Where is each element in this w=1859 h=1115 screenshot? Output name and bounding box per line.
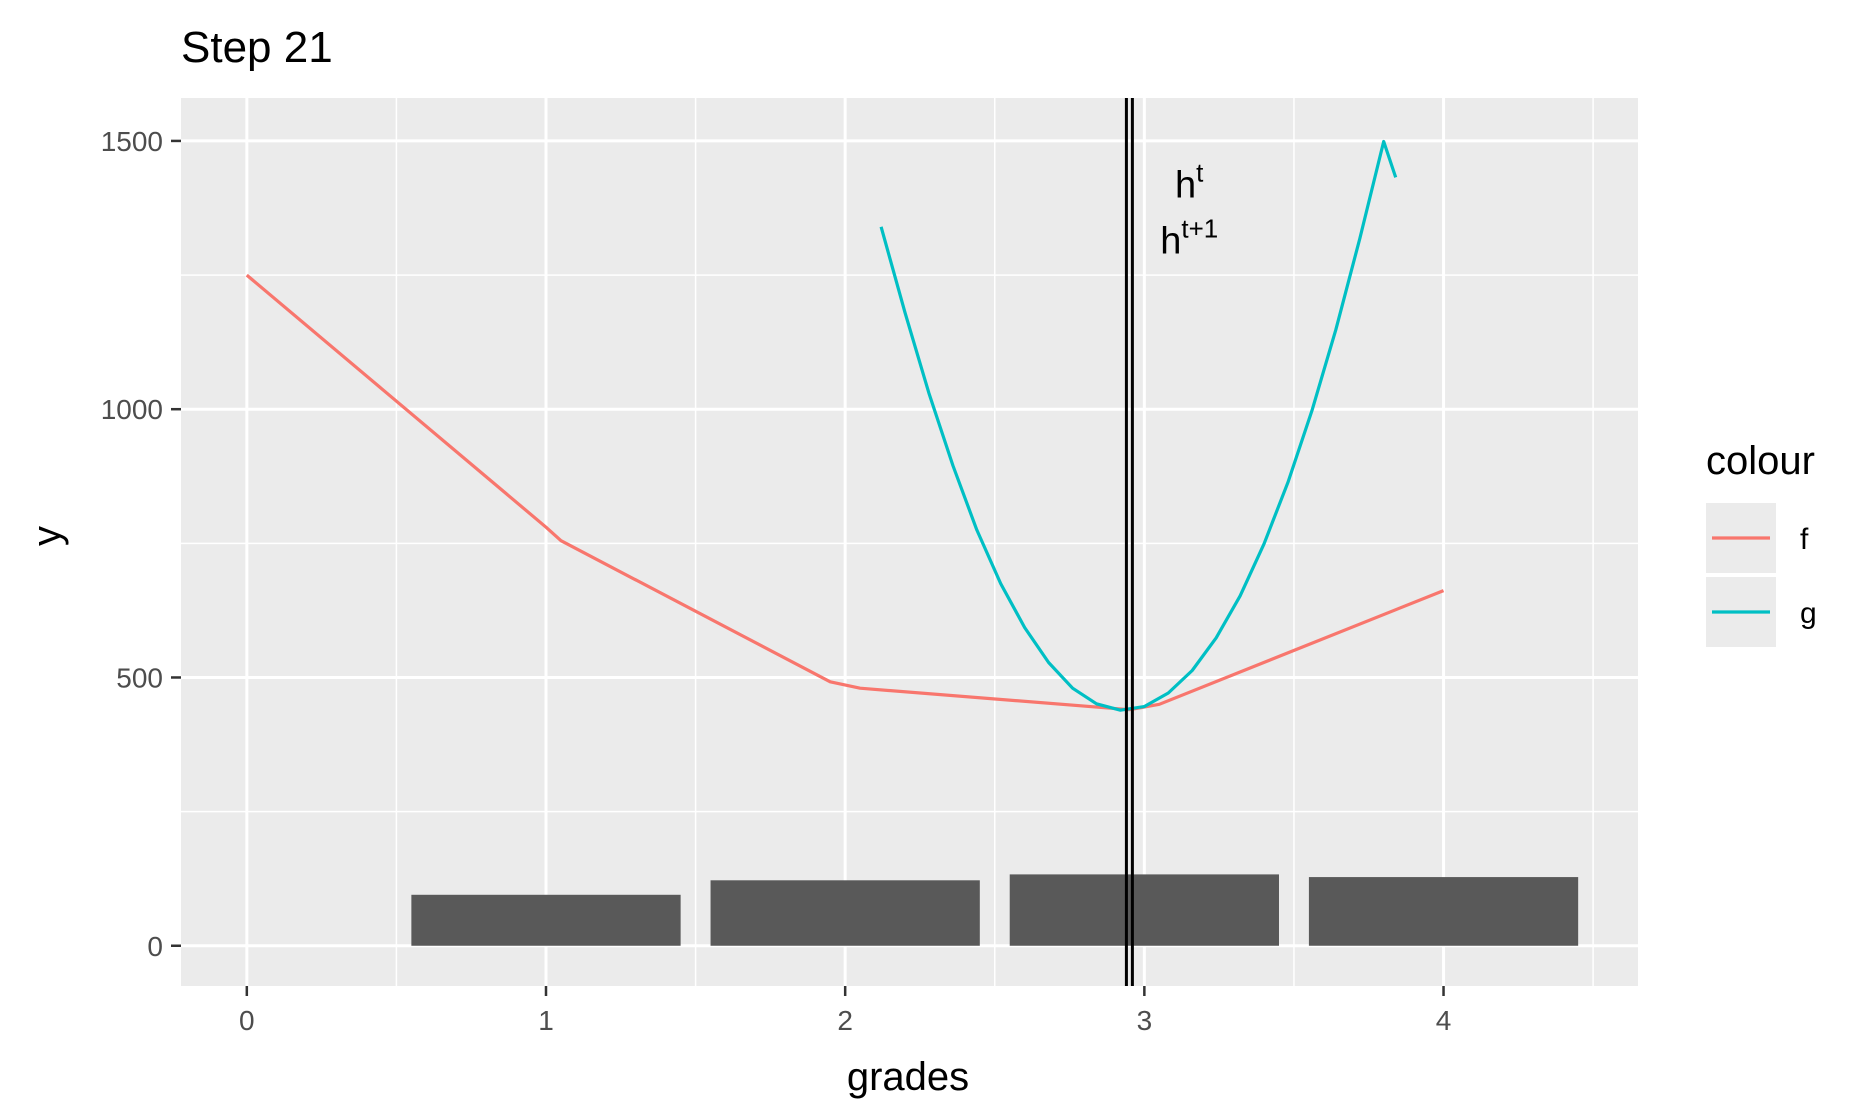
annotation-2: ht+1 xyxy=(1160,214,1218,263)
y-axis: 0 500 1000 1500 xyxy=(101,126,181,962)
legend: colour f g xyxy=(1706,439,1817,647)
series-line-g xyxy=(879,139,1398,712)
y-tick-label: 1500 xyxy=(101,126,163,157)
plot-panel xyxy=(181,98,1638,986)
y-axis-title: y xyxy=(25,526,69,546)
annotation-1: ht xyxy=(1175,157,1204,206)
line-layer xyxy=(245,139,1445,712)
bar-1 xyxy=(411,894,681,946)
x-tick-label: 2 xyxy=(837,1005,853,1036)
y-tick-label: 0 xyxy=(147,931,163,962)
bar-2 xyxy=(710,880,980,946)
minor-gridlines xyxy=(181,98,1638,986)
x-axis: 0 1 2 3 4 xyxy=(239,986,1451,1036)
x-tick-label: 3 xyxy=(1137,1005,1153,1036)
y-tick-label: 500 xyxy=(116,662,163,693)
legend-title: colour xyxy=(1706,439,1815,483)
y-tick-label: 1000 xyxy=(101,394,163,425)
x-tick-label: 0 xyxy=(239,1005,255,1036)
vertical-line-layer xyxy=(1124,98,1134,986)
x-tick-label: 4 xyxy=(1436,1005,1452,1036)
annotation-layer: ht ht+1 xyxy=(1160,157,1218,262)
bar-3 xyxy=(1009,874,1279,946)
bar-layer xyxy=(411,874,1579,946)
legend-label-f: f xyxy=(1800,523,1809,556)
bar-4 xyxy=(1308,877,1579,946)
series-line-f xyxy=(245,273,1445,712)
x-tick-label: 1 xyxy=(538,1005,554,1036)
legend-label-g: g xyxy=(1800,597,1817,630)
chart-title: Step 21 xyxy=(181,23,333,72)
x-axis-title: grades xyxy=(847,1055,969,1099)
